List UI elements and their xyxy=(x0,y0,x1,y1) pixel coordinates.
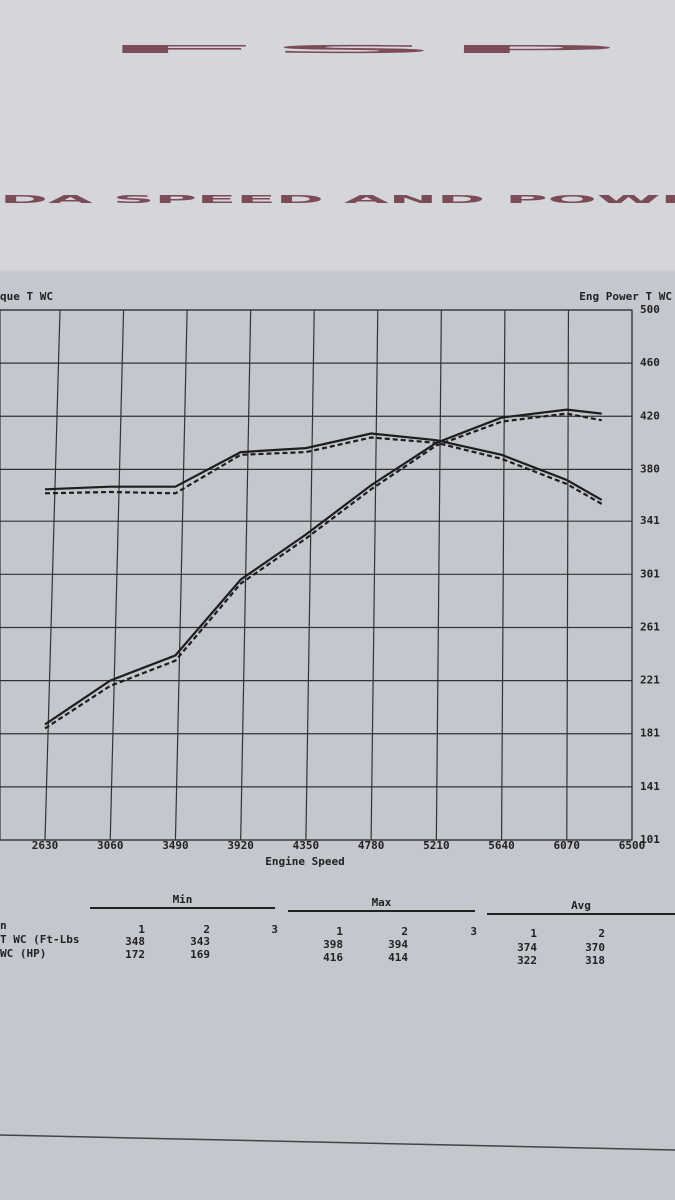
cell: 398 xyxy=(323,938,343,951)
y2-tick-label: 101 xyxy=(640,833,660,846)
logo: FSP xyxy=(100,43,620,56)
cell: 318 xyxy=(585,954,605,967)
group-header: Avg xyxy=(571,899,591,912)
header-paper xyxy=(0,0,675,270)
column-header: 2 xyxy=(598,927,605,940)
column-header: 1 xyxy=(530,927,537,940)
grid-line xyxy=(566,309,570,841)
y2-tick-label: 261 xyxy=(640,620,660,633)
grid-line xyxy=(435,309,442,841)
y2-tick-label: 500 xyxy=(640,303,660,316)
y2-tick-label: 181 xyxy=(640,727,660,740)
curve xyxy=(44,432,603,501)
x-tick-label: 6500 xyxy=(619,839,646,852)
column-header: 1 xyxy=(138,923,145,936)
grid-line xyxy=(109,309,125,841)
cell: 348 xyxy=(125,935,145,948)
cell: 172 xyxy=(125,948,145,961)
curve xyxy=(44,412,602,730)
grid-line xyxy=(44,309,61,841)
x-tick-label: 3490 xyxy=(162,839,189,852)
y2-tick-label: 460 xyxy=(640,356,660,369)
cell: 416 xyxy=(323,951,343,964)
group-header: Min xyxy=(173,893,193,906)
grid-line xyxy=(500,309,506,841)
y2-axis-label: Eng Power T WC xyxy=(579,290,672,303)
y2-tick-label: 380 xyxy=(640,462,660,475)
y2-tick-label: 420 xyxy=(640,409,660,422)
row-label: WC (HP) xyxy=(0,947,46,960)
column-header: 3 xyxy=(271,923,278,936)
column-header: 2 xyxy=(401,925,408,938)
x-tick-label: 5210 xyxy=(423,839,450,852)
paper-edge xyxy=(0,1134,675,1151)
grid-line xyxy=(305,309,315,841)
curve xyxy=(44,436,603,505)
cell: 343 xyxy=(190,935,210,948)
grid-line xyxy=(370,309,379,841)
x-tick-label: 6070 xyxy=(554,839,581,852)
cell: 169 xyxy=(190,948,210,961)
x-tick-label: 5640 xyxy=(488,839,515,852)
cell: 374 xyxy=(517,941,537,954)
group-header: Max xyxy=(372,896,392,909)
column-header: 1 xyxy=(336,925,343,938)
cell: 394 xyxy=(388,938,408,951)
x-tick-label: 3060 xyxy=(97,839,124,852)
row-label: n xyxy=(0,919,7,932)
column-header: 3 xyxy=(470,925,477,938)
y2-tick-label: 341 xyxy=(640,514,660,527)
row-label: T WC (Ft-Lbs xyxy=(0,933,79,946)
column-header: 2 xyxy=(203,923,210,936)
x-tick-label: 3920 xyxy=(227,839,254,852)
y2-tick-label: 141 xyxy=(640,780,660,793)
y2-tick-label: 221 xyxy=(640,674,660,687)
y-axis-label: que T WC xyxy=(0,290,53,303)
x-tick-label: 4780 xyxy=(358,839,385,852)
x-tick-label: 2630 xyxy=(32,839,59,852)
tagline: DA SPEED AND POWE xyxy=(0,193,675,206)
x-axis-label: Engine Speed xyxy=(265,855,344,868)
curve xyxy=(44,408,602,726)
cell: 370 xyxy=(585,941,605,954)
cell: 414 xyxy=(388,951,408,964)
cell: 322 xyxy=(517,954,537,967)
grid-line xyxy=(174,309,188,841)
x-tick-label: 4350 xyxy=(293,839,320,852)
y2-tick-label: 301 xyxy=(640,567,660,580)
